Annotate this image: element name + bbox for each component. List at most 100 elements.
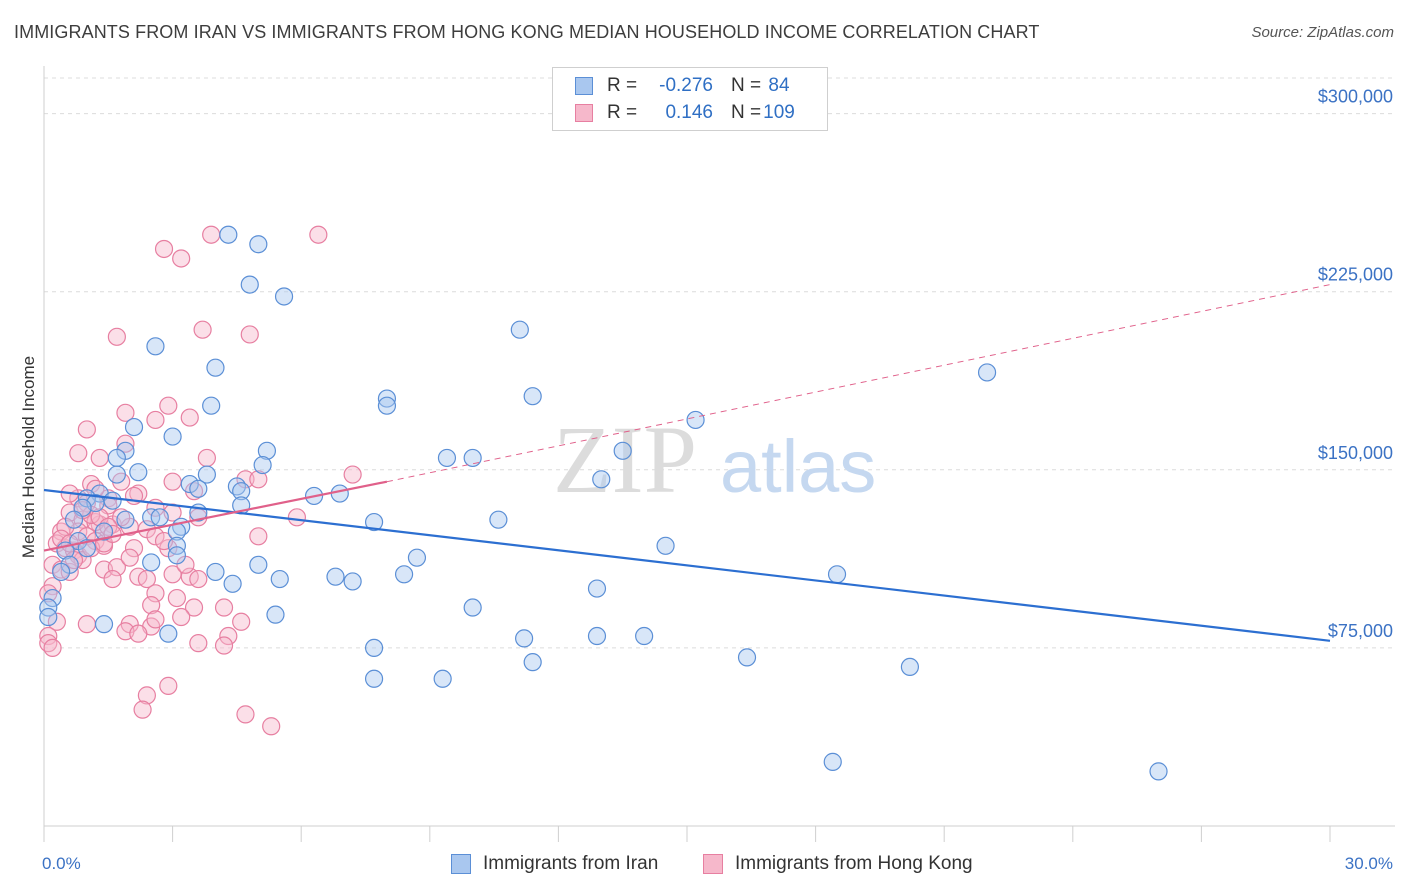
- data-point-hongkong: [146, 584, 165, 603]
- data-point-iran: [613, 441, 632, 460]
- data-point-iran: [206, 562, 225, 582]
- bottom-legend-hongkong: Immigrants from Hong Kong: [703, 852, 973, 876]
- legend-n-value-hongkong: 109: [763, 102, 795, 123]
- data-point-iran: [107, 465, 126, 484]
- data-point-hongkong: [77, 420, 96, 439]
- grid-lines: [44, 77, 1395, 649]
- data-point-iran: [43, 588, 62, 608]
- bottom-legend-iran: Immigrants from Iran: [451, 852, 658, 876]
- data-point-iran: [330, 484, 349, 503]
- data-point-iran: [64, 510, 84, 529]
- data-point-hongkong: [137, 569, 156, 589]
- legend-n-label: N =: [731, 102, 762, 123]
- data-point-iran: [977, 363, 997, 382]
- data-point-hongkong: [124, 539, 144, 558]
- data-point-hongkong: [197, 448, 216, 468]
- data-point-iran: [364, 669, 384, 688]
- data-point-iran: [377, 396, 397, 415]
- data-point-iran: [39, 598, 58, 617]
- data-point-hongkong: [159, 396, 178, 415]
- bottom-legend-swatch-iran: [451, 854, 471, 874]
- y-tick-label: $150,000: [1318, 443, 1393, 463]
- data-point-hongkong: [142, 596, 161, 615]
- data-point-iran: [219, 225, 238, 244]
- data-point-iran: [433, 669, 452, 688]
- data-point-iran: [437, 448, 457, 468]
- data-point-hongkong: [137, 686, 156, 705]
- trend-lines: [43, 284, 1331, 642]
- legend-row-hongkong: R = 0.146 N = 109: [575, 101, 797, 125]
- data-point-iran: [463, 448, 482, 468]
- data-point-hongkong: [116, 403, 135, 422]
- legend-swatch-iran: [575, 77, 593, 95]
- data-point-iran: [249, 555, 268, 574]
- legend-n-value-iran: 84: [768, 75, 790, 96]
- axes: [43, 66, 1395, 842]
- data-point-hongkong: [180, 408, 199, 427]
- data-point-hongkong: [77, 615, 96, 634]
- data-point-iran: [232, 482, 251, 501]
- data-point-hongkong: [287, 508, 307, 527]
- data-point-iran: [364, 638, 384, 658]
- data-point-iran: [686, 410, 705, 430]
- data-point-hongkong: [189, 569, 208, 589]
- data-point-hongkong: [146, 410, 165, 430]
- data-point-iran: [737, 648, 757, 667]
- data-point-iran: [129, 463, 148, 482]
- data-point-iran: [150, 508, 169, 527]
- data-point-hongkong: [167, 588, 186, 608]
- legend-r-value-hongkong: 0.146: [665, 102, 713, 123]
- trend-line-hongkong: [43, 480, 388, 552]
- data-point-iran: [489, 510, 508, 529]
- data-point-iran: [223, 574, 242, 593]
- data-point-iran: [146, 337, 165, 356]
- legend-r-label: R =: [607, 75, 638, 96]
- data-point-iran: [364, 512, 384, 532]
- data-point-hongkong: [120, 548, 139, 567]
- data-point-iran: [823, 752, 842, 771]
- data-point-iran: [124, 417, 144, 437]
- y-axis-label: Median Household Income: [19, 356, 38, 558]
- data-point-hongkong: [240, 325, 259, 344]
- data-point-iran: [94, 522, 114, 541]
- data-point-hongkong: [43, 638, 62, 658]
- data-point-hongkong: [189, 634, 208, 653]
- data-point-iran: [900, 657, 920, 677]
- x-tick-label-min: 0.0%: [42, 854, 81, 873]
- data-point-hongkong: [146, 610, 165, 629]
- data-point-iran: [326, 567, 345, 586]
- data-point-iran: [202, 396, 221, 415]
- data-point-iran: [635, 626, 654, 646]
- data-point-iran: [167, 546, 186, 565]
- data-point-hongkong: [249, 527, 268, 546]
- data-point-iran: [103, 491, 122, 510]
- data-point-hongkong: [262, 717, 281, 736]
- data-point-hongkong: [90, 448, 109, 468]
- data-point-hongkong: [214, 636, 234, 655]
- legend: R = -0.276 N = 84 R = 0.146 N = 109: [552, 67, 828, 131]
- data-point-iran: [377, 389, 397, 408]
- data-point-iran: [180, 474, 199, 494]
- data-point-hongkong: [116, 434, 135, 453]
- legend-r-value-iran: -0.276: [659, 75, 713, 96]
- data-point-iran: [167, 536, 186, 555]
- data-point-hongkong: [159, 676, 178, 695]
- data-point-iran: [407, 548, 427, 567]
- data-point-hongkong: [107, 558, 126, 577]
- bottom-legend-label-hongkong: Immigrants from Hong Kong: [735, 853, 973, 874]
- y-tick-label: $75,000: [1328, 621, 1393, 641]
- data-point-iran: [270, 569, 289, 589]
- x-tick-label-max: 30.0%: [1345, 854, 1393, 873]
- data-point-hongkong: [232, 612, 251, 631]
- data-point-iran: [394, 565, 414, 584]
- data-point-iran: [94, 615, 114, 634]
- data-point-hongkong: [309, 225, 328, 244]
- data-point-iran: [77, 539, 96, 558]
- data-point-iran: [266, 605, 285, 624]
- data-point-iran: [523, 653, 542, 672]
- data-point-iran: [253, 455, 272, 475]
- data-point-iran: [116, 510, 135, 529]
- watermark: ZIP atlas: [553, 406, 876, 513]
- data-point-hongkong: [47, 612, 66, 631]
- data-point-iran: [206, 358, 225, 377]
